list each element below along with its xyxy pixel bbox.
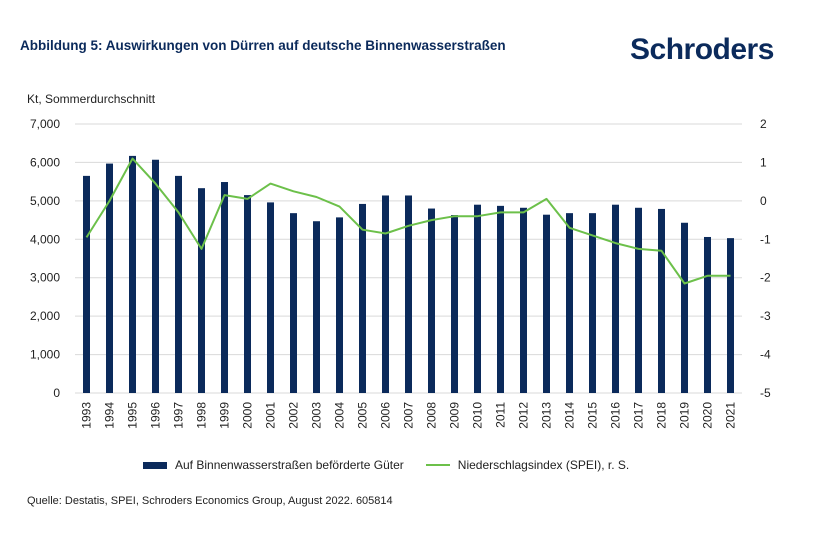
y-tick-label: 4,000 — [30, 232, 60, 246]
bar — [336, 217, 343, 393]
x-tick-label: 2017 — [632, 402, 646, 429]
legend-line-swatch — [425, 464, 450, 466]
legend: Auf Binnenwasserstraßen beförderte Güter… — [143, 458, 629, 472]
x-tick-label: 2015 — [586, 402, 600, 429]
bar-series — [83, 155, 734, 393]
x-tick-label: 2014 — [563, 402, 577, 429]
y-tick-label: 7,000 — [30, 117, 60, 131]
schroders-logo: Schroders — [630, 33, 774, 66]
bar — [658, 208, 665, 393]
y2-tick-label: -3 — [760, 309, 771, 323]
bar — [221, 182, 228, 393]
x-tick-label: 2005 — [356, 402, 370, 429]
bar — [359, 203, 366, 393]
legend-bar-label: Auf Binnenwasserstraßen beförderte Güter — [175, 458, 404, 472]
bar — [290, 213, 297, 393]
y2-tick-label: -1 — [760, 232, 771, 246]
legend-bar-swatch — [143, 461, 167, 469]
x-tick-label: 2018 — [655, 402, 669, 429]
bar — [612, 204, 619, 393]
y-tick-label: 1,000 — [30, 348, 60, 362]
y2-tick-label: 0 — [760, 194, 767, 208]
x-tick-label: 2008 — [425, 402, 439, 429]
x-tick-label: 1995 — [126, 402, 140, 429]
bar — [428, 208, 435, 393]
x-tick-label: 2013 — [540, 402, 554, 429]
chart-title: Abbildung 5: Auswirkungen von Dürren auf… — [20, 38, 506, 53]
x-tick-label: 2007 — [402, 402, 416, 429]
y-tick-label: 2,000 — [30, 309, 60, 323]
line-series — [85, 157, 731, 285]
bar — [635, 207, 642, 393]
x-tick-label: 2004 — [333, 402, 347, 429]
bar — [520, 207, 527, 393]
y2-tick-label: -4 — [760, 348, 771, 362]
bar — [474, 204, 481, 393]
bar — [589, 213, 596, 393]
y-tick-label: 3,000 — [30, 271, 60, 285]
x-tick-label: 1999 — [218, 402, 232, 429]
x-tick-label: 2009 — [448, 402, 462, 429]
bar — [566, 213, 573, 393]
x-tick-label: 2021 — [724, 402, 738, 429]
x-tick-label: 1994 — [103, 402, 117, 429]
bar — [382, 195, 389, 393]
legend-line-label: Niederschlagsindex (SPEI), r. S. — [457, 458, 630, 472]
left-axis-ticks: 7,000 6,000 5,000 4,000 3,000 2,000 1,000 0 — [30, 117, 60, 400]
bar — [198, 188, 205, 393]
bar — [106, 163, 113, 393]
x-tick-label: 2006 — [379, 402, 393, 429]
y-tick-label: 6,000 — [30, 155, 60, 169]
y-tick-label: 0 — [53, 386, 60, 400]
bar — [497, 205, 504, 393]
bar — [152, 159, 159, 393]
x-tick-label: 2000 — [241, 402, 255, 429]
bar — [175, 175, 182, 393]
x-tick-label: 2016 — [609, 402, 623, 429]
x-tick-label: 2002 — [287, 402, 301, 429]
bar — [129, 155, 136, 393]
bar — [83, 175, 90, 393]
spei-line — [85, 157, 731, 285]
bar — [727, 238, 734, 393]
bar — [451, 215, 458, 393]
bar — [681, 222, 688, 393]
x-tick-label: 2020 — [701, 402, 715, 429]
x-tick-label: 2001 — [264, 402, 278, 429]
y-axis-label: Kt, Sommerdurchschnitt — [27, 92, 156, 106]
x-tick-label: 1993 — [80, 402, 94, 429]
bar — [313, 221, 320, 393]
source-note: Quelle: Destatis, SPEI, Schroders Econom… — [27, 495, 393, 507]
bar — [267, 202, 274, 393]
y2-tick-label: 1 — [760, 155, 767, 169]
x-tick-label: 2003 — [310, 402, 324, 429]
x-axis-ticks: 1993 1994 1995 1996 1997 1998 1999 2000 2001 2002… — [80, 402, 738, 429]
x-tick-label: 2011 — [494, 402, 508, 428]
bar — [704, 236, 711, 393]
x-tick-label: 1996 — [149, 402, 163, 429]
y-tick-label: 5,000 — [30, 194, 60, 208]
x-tick-label: 2012 — [517, 402, 531, 429]
x-tick-label: 2019 — [678, 402, 692, 429]
bar — [543, 214, 550, 393]
x-tick-label: 1997 — [172, 402, 186, 429]
x-tick-label: 2010 — [471, 402, 485, 429]
bar — [405, 195, 412, 393]
y2-tick-label: -2 — [760, 271, 771, 285]
y2-tick-label: -5 — [760, 386, 771, 400]
x-tick-label: 1998 — [195, 402, 209, 429]
bar — [244, 195, 251, 393]
y2-tick-label: 2 — [760, 117, 767, 131]
right-axis-ticks: 2 1 0 -1 -2 -3 -4 -5 — [760, 117, 771, 400]
